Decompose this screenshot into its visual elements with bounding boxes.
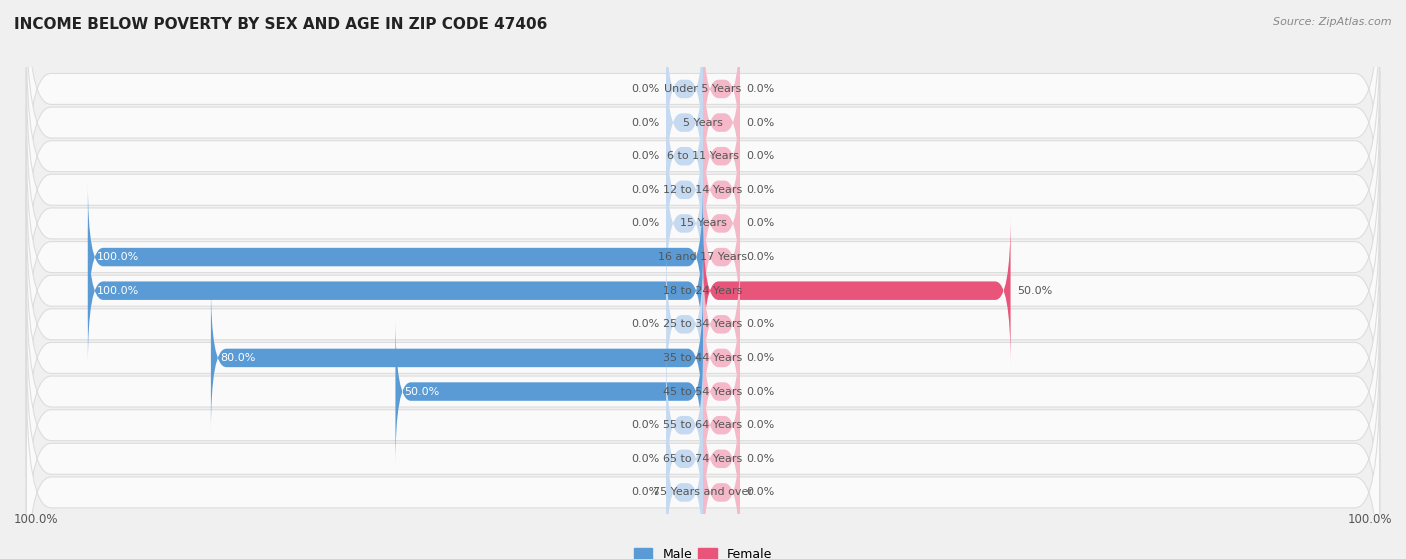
Text: INCOME BELOW POVERTY BY SEX AND AGE IN ZIP CODE 47406: INCOME BELOW POVERTY BY SEX AND AGE IN Z… [14, 17, 547, 32]
Text: 75 Years and over: 75 Years and over [652, 487, 754, 498]
FancyBboxPatch shape [27, 172, 1379, 410]
FancyBboxPatch shape [666, 149, 703, 299]
Text: 45 to 54 Years: 45 to 54 Years [664, 387, 742, 396]
Text: Under 5 Years: Under 5 Years [665, 84, 741, 94]
Text: 15 Years: 15 Years [679, 219, 727, 229]
FancyBboxPatch shape [27, 205, 1379, 443]
Text: 0.0%: 0.0% [631, 117, 659, 127]
FancyBboxPatch shape [703, 149, 740, 299]
Text: 12 to 14 Years: 12 to 14 Years [664, 185, 742, 195]
FancyBboxPatch shape [703, 317, 740, 466]
FancyBboxPatch shape [395, 317, 703, 466]
FancyBboxPatch shape [27, 3, 1379, 241]
Text: 0.0%: 0.0% [747, 252, 775, 262]
Text: 0.0%: 0.0% [747, 319, 775, 329]
Text: 0.0%: 0.0% [631, 487, 659, 498]
Text: 0.0%: 0.0% [747, 151, 775, 161]
FancyBboxPatch shape [666, 350, 703, 500]
FancyBboxPatch shape [703, 182, 740, 332]
FancyBboxPatch shape [87, 216, 703, 366]
FancyBboxPatch shape [666, 14, 703, 164]
Text: 100.0%: 100.0% [97, 252, 139, 262]
Text: 0.0%: 0.0% [631, 420, 659, 430]
Text: 0.0%: 0.0% [747, 84, 775, 94]
FancyBboxPatch shape [27, 0, 1379, 208]
Text: 0.0%: 0.0% [631, 319, 659, 329]
Text: 0.0%: 0.0% [631, 185, 659, 195]
FancyBboxPatch shape [703, 418, 740, 559]
Text: 0.0%: 0.0% [631, 84, 659, 94]
Text: 0.0%: 0.0% [747, 353, 775, 363]
FancyBboxPatch shape [703, 216, 1011, 366]
FancyBboxPatch shape [703, 14, 740, 164]
FancyBboxPatch shape [211, 283, 703, 433]
Text: 80.0%: 80.0% [221, 353, 256, 363]
Text: 0.0%: 0.0% [747, 117, 775, 127]
FancyBboxPatch shape [27, 138, 1379, 376]
FancyBboxPatch shape [703, 283, 740, 433]
FancyBboxPatch shape [87, 182, 703, 332]
Text: 5 Years: 5 Years [683, 117, 723, 127]
FancyBboxPatch shape [27, 37, 1379, 275]
FancyBboxPatch shape [666, 249, 703, 399]
Text: 18 to 24 Years: 18 to 24 Years [664, 286, 742, 296]
Text: 0.0%: 0.0% [747, 387, 775, 396]
FancyBboxPatch shape [703, 384, 740, 534]
Text: 0.0%: 0.0% [747, 219, 775, 229]
Text: 0.0%: 0.0% [747, 454, 775, 464]
Text: 100.0%: 100.0% [1347, 513, 1392, 526]
FancyBboxPatch shape [703, 115, 740, 264]
FancyBboxPatch shape [27, 71, 1379, 309]
FancyBboxPatch shape [666, 48, 703, 197]
Text: 25 to 34 Years: 25 to 34 Years [664, 319, 742, 329]
FancyBboxPatch shape [27, 239, 1379, 477]
Text: 0.0%: 0.0% [747, 420, 775, 430]
FancyBboxPatch shape [27, 273, 1379, 510]
FancyBboxPatch shape [27, 306, 1379, 544]
Text: 16 and 17 Years: 16 and 17 Years [658, 252, 748, 262]
Text: 50.0%: 50.0% [1017, 286, 1052, 296]
Text: 0.0%: 0.0% [631, 219, 659, 229]
FancyBboxPatch shape [703, 350, 740, 500]
FancyBboxPatch shape [703, 249, 740, 399]
Text: 65 to 74 Years: 65 to 74 Years [664, 454, 742, 464]
FancyBboxPatch shape [666, 384, 703, 534]
FancyBboxPatch shape [703, 48, 740, 197]
Text: 0.0%: 0.0% [747, 185, 775, 195]
FancyBboxPatch shape [666, 115, 703, 264]
FancyBboxPatch shape [27, 105, 1379, 343]
Text: 35 to 44 Years: 35 to 44 Years [664, 353, 742, 363]
FancyBboxPatch shape [27, 340, 1379, 559]
Text: 0.0%: 0.0% [631, 454, 659, 464]
FancyBboxPatch shape [703, 82, 740, 231]
FancyBboxPatch shape [27, 373, 1379, 559]
Text: 0.0%: 0.0% [631, 151, 659, 161]
Legend: Male, Female: Male, Female [628, 543, 778, 559]
FancyBboxPatch shape [666, 82, 703, 231]
Text: 6 to 11 Years: 6 to 11 Years [666, 151, 740, 161]
Text: 50.0%: 50.0% [405, 387, 440, 396]
Text: 100.0%: 100.0% [97, 286, 139, 296]
Text: 55 to 64 Years: 55 to 64 Years [664, 420, 742, 430]
Text: 100.0%: 100.0% [14, 513, 59, 526]
Text: 0.0%: 0.0% [747, 487, 775, 498]
FancyBboxPatch shape [666, 418, 703, 559]
Text: Source: ZipAtlas.com: Source: ZipAtlas.com [1274, 17, 1392, 27]
